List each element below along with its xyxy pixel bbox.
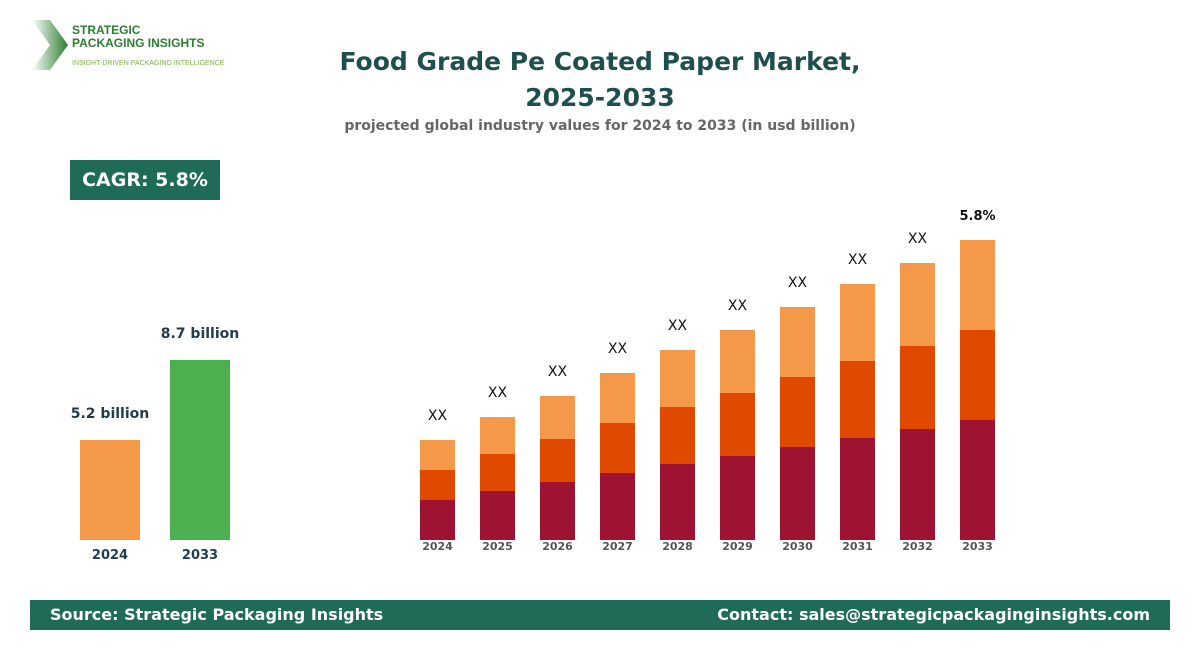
stacked-bar-chart: XX 2024 XX 2025 XX 2026 XX 2027 XX 2028 XX 2029 XX 20…	[420, 209, 996, 553]
summary-label-2033: 8.7 billion	[160, 326, 240, 342]
bar-segment-2029-1	[720, 393, 755, 456]
x-tick-2032: 2032	[902, 540, 933, 553]
bar-segment-2027-1	[600, 423, 635, 473]
bar-segment-2031-2	[840, 284, 875, 361]
x-tick-2031: 2031	[842, 540, 873, 553]
bar-segment-2029-0	[720, 456, 755, 540]
x-tick-2024: 2024	[422, 540, 453, 553]
logo-text: STRATEGIC PACKAGING INSIGHTS	[72, 23, 205, 50]
x-tick-2025: 2025	[482, 540, 513, 553]
bar-segment-2029-2	[720, 330, 755, 393]
x-tick-2030: 2030	[782, 540, 813, 553]
data-label-2031: XX	[848, 252, 868, 268]
chart-title: Food Grade Pe Coated Paper Market, 2025-2…	[339, 47, 861, 112]
bar-segment-2032-0	[900, 429, 935, 540]
summary-year-2033: 2033	[181, 548, 219, 563]
data-label-2024: XX	[428, 408, 448, 424]
logo-chevron-icon	[32, 20, 68, 70]
contact-text: Contact: sales@strategicpackaginginsight…	[717, 605, 1150, 624]
summary-label-2024: 5.2 billion	[70, 406, 150, 422]
source-text: Source: Strategic Packaging Insights	[50, 605, 384, 624]
bar-segment-2032-1	[900, 346, 935, 429]
bar-segment-2027-2	[600, 373, 635, 423]
bar-segment-2025-2	[480, 417, 515, 454]
bar-segment-2030-0	[780, 447, 815, 540]
bar-segment-2026-2	[540, 396, 575, 439]
x-tick-2027: 2027	[602, 540, 633, 553]
data-label-2029: XX	[728, 298, 748, 314]
bar-segment-2030-1	[780, 377, 815, 447]
bar-segment-2026-0	[540, 482, 575, 540]
chart-subtitle: projected global industry values for 202…	[344, 118, 856, 134]
data-label-2028: XX	[668, 318, 688, 334]
x-tick-2033: 2033	[962, 540, 993, 553]
bar-segment-2032-2	[900, 263, 935, 346]
bar-segment-2025-0	[480, 491, 515, 540]
data-label-2026: XX	[548, 364, 568, 380]
data-label-2030: XX	[788, 275, 808, 291]
bar-segment-2027-0	[600, 473, 635, 540]
summary-bar-2024	[80, 440, 140, 540]
data-label-2027: XX	[608, 341, 628, 357]
bar-segment-2033-1	[960, 330, 995, 420]
bar-segment-2025-1	[480, 454, 515, 491]
bar-segment-2024-0	[420, 500, 455, 540]
bar-segment-2026-1	[540, 439, 575, 482]
bar-segment-2031-1	[840, 361, 875, 438]
bar-segment-2028-1	[660, 407, 695, 464]
x-tick-2026: 2026	[542, 540, 573, 553]
summary-year-2024: 2024	[91, 548, 129, 563]
bar-segment-2030-2	[780, 307, 815, 377]
bar-segment-2028-0	[660, 464, 695, 540]
summary-bar-2033	[170, 360, 230, 540]
footer-bar: Source: Strategic Packaging Insights Con…	[30, 600, 1170, 630]
logo-tagline: INSIGHT-DRIVEN PACKAGING INTELLIGENCE	[72, 60, 225, 67]
data-label-2025: XX	[488, 385, 508, 401]
bar-segment-2024-1	[420, 470, 455, 500]
x-tick-2028: 2028	[662, 540, 693, 553]
bar-segment-2028-2	[660, 350, 695, 407]
bar-segment-2031-0	[840, 438, 875, 540]
cagr-badge: CAGR: 5.8%	[70, 160, 220, 200]
data-label-2032: XX	[908, 231, 928, 247]
bar-segment-2033-0	[960, 420, 995, 540]
x-tick-2029: 2029	[722, 540, 753, 553]
bar-segment-2024-2	[420, 440, 455, 470]
bar-segment-2033-2	[960, 240, 995, 330]
data-label-2033: 5.8%	[959, 209, 995, 224]
